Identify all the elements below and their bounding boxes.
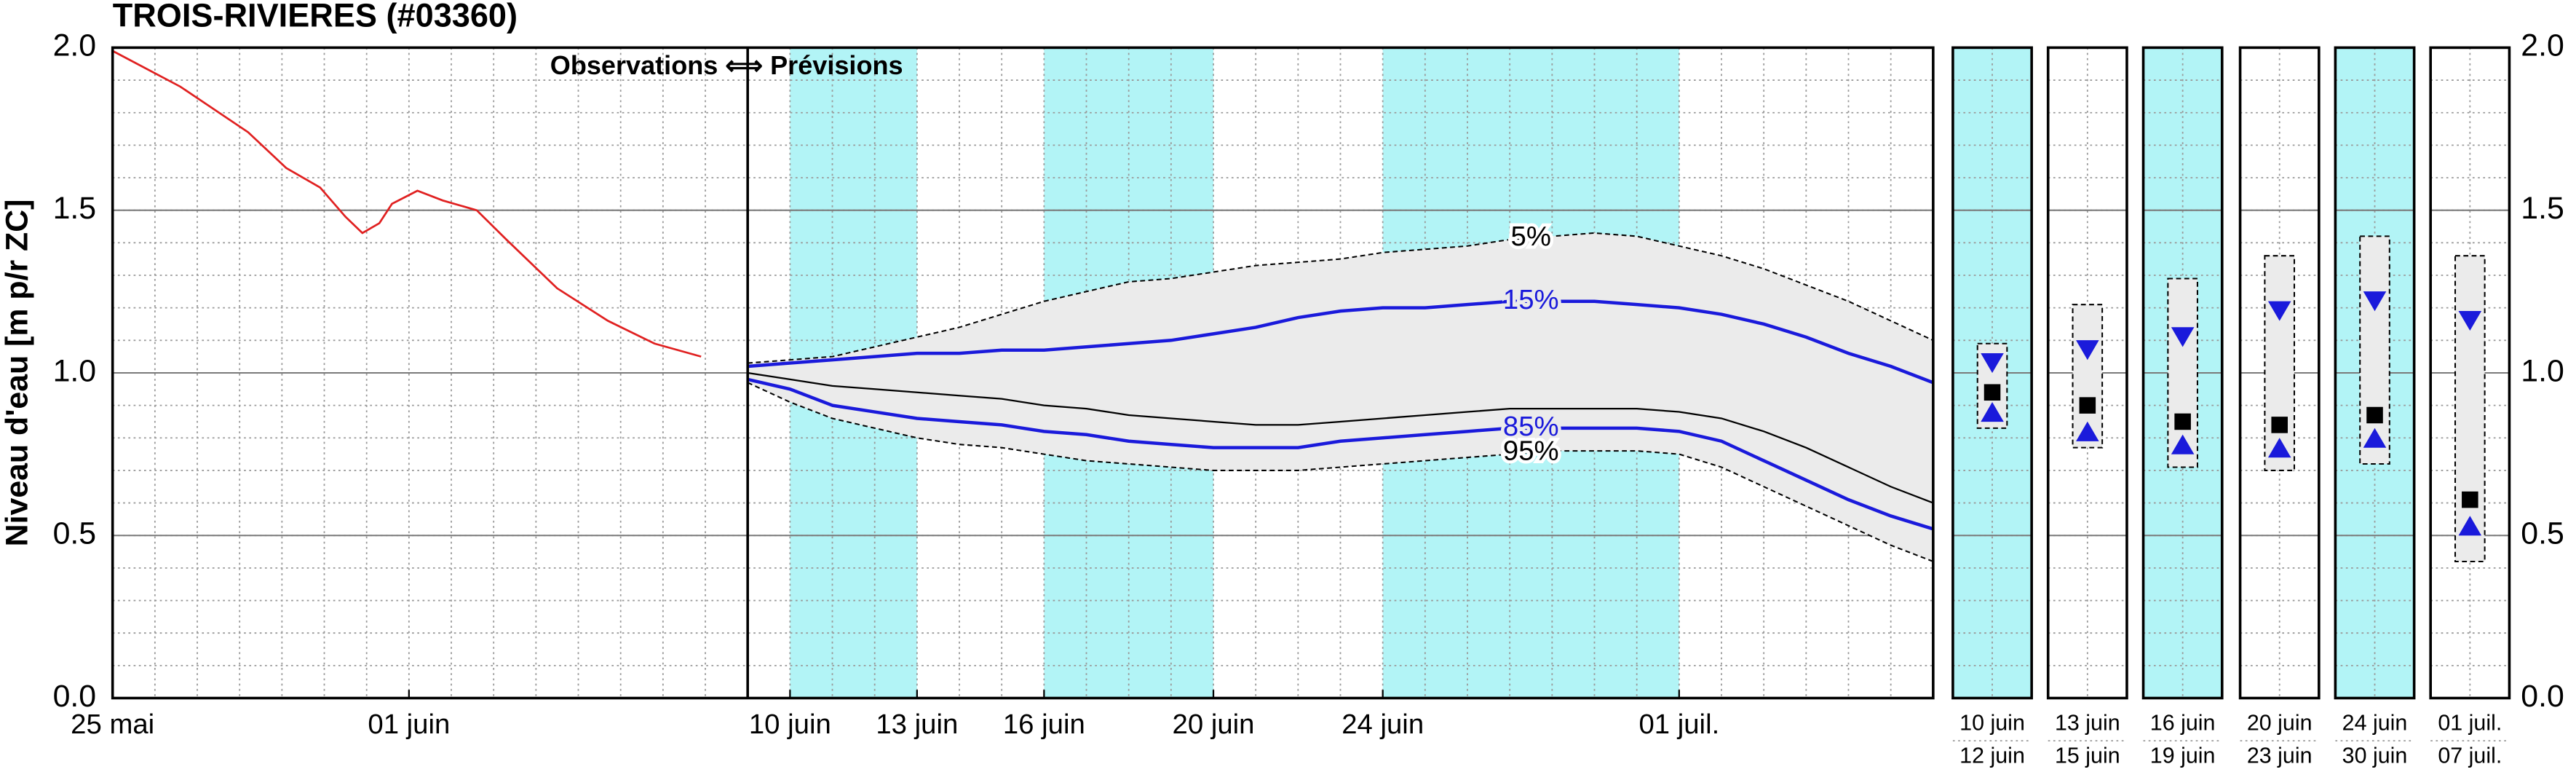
- panel-frame: [2238, 46, 2321, 700]
- panel-to-label: 30 juin: [2342, 744, 2408, 768]
- panel-to-label: 15 juin: [2055, 744, 2120, 768]
- panel-range-box: [2264, 255, 2296, 471]
- forecast-line: [748, 371, 1934, 504]
- panel-range-box: [2454, 255, 2486, 562]
- panel-median-marker: [2079, 397, 2096, 414]
- series-label: 5%: [1511, 221, 1551, 252]
- y-tick-label: 2.0: [53, 28, 97, 63]
- panel-to-label: 23 juin: [2247, 744, 2313, 768]
- panel-to-label: 07 juil.: [2438, 744, 2502, 768]
- y-tick-label: 1.5: [53, 191, 97, 226]
- panel-median-marker: [1983, 384, 2001, 401]
- y-tick-label: 0.5: [53, 516, 97, 551]
- y2-tick-label: 1.5: [2521, 191, 2564, 226]
- panel-p85-marker: [2363, 428, 2387, 448]
- panel-p15-marker: [2458, 310, 2482, 331]
- observed-line: [112, 50, 702, 358]
- panel-range-box: [2359, 235, 2390, 465]
- panel-p15-marker: [2267, 301, 2291, 321]
- panel-median-marker: [2271, 417, 2288, 433]
- x-tick-label: 24 juin: [1341, 709, 1424, 740]
- panel-from-label: 20 juin: [2247, 711, 2313, 736]
- x-tick-label: 20 juin: [1173, 709, 1255, 740]
- panel-median-marker: [2366, 406, 2383, 424]
- panel-frame: [2141, 46, 2224, 700]
- panel-from-label: 24 juin: [2342, 711, 2408, 736]
- forecast-line: [747, 377, 1934, 531]
- y2-tick-label: 0.0: [2521, 679, 2564, 714]
- panel-frame: [2429, 46, 2511, 700]
- panel-p85-marker: [2076, 421, 2099, 441]
- forecast-line: [748, 299, 1934, 385]
- series-label: 95%: [1503, 435, 1559, 466]
- x-tick-label: 10 juin: [749, 709, 831, 740]
- panel-p85-marker: [2171, 434, 2195, 454]
- panel-p15-marker: [2076, 340, 2099, 361]
- chart-title: TROIS-RIVIERES (#03360): [113, 0, 518, 34]
- panel-from-label: 13 juin: [2055, 711, 2120, 736]
- x-tick-label: 13 juin: [876, 709, 958, 740]
- panel-from-label: 01 juil.: [2438, 711, 2502, 736]
- panel-p85-marker: [2267, 438, 2291, 458]
- x-tick-label: 01 juil.: [1638, 709, 1719, 740]
- y-axis-label: Niveau d'eau [m p/r ZC]: [0, 200, 34, 547]
- y2-tick-label: 0.5: [2521, 516, 2564, 551]
- x-tick-label: 01 juin: [368, 709, 450, 740]
- y-tick-label: 0.0: [53, 679, 97, 714]
- forecast-line: [747, 382, 1934, 562]
- x-tick-label: 16 juin: [1003, 709, 1085, 740]
- panel-frame: [2334, 46, 2416, 700]
- panel-p85-marker: [1981, 402, 2004, 422]
- panel-p15-marker: [1981, 353, 2004, 374]
- panel-frame: [1951, 46, 2033, 700]
- panel-to-label: 19 juin: [2150, 744, 2216, 768]
- panel-p15-marker: [2171, 327, 2195, 347]
- series-label: 85%: [1503, 411, 1559, 442]
- panel-to-label: 12 juin: [1959, 744, 2025, 768]
- panel-frame: [2046, 46, 2128, 700]
- y-tick-label: 1.0: [53, 353, 97, 388]
- envelope: [748, 232, 1933, 562]
- panel-median-marker: [2462, 491, 2478, 508]
- panel-p85-marker: [2458, 516, 2482, 536]
- panel-p15-marker: [2363, 291, 2387, 312]
- plot-frame: [111, 46, 1935, 700]
- panel-median-marker: [2174, 413, 2191, 430]
- x-tick-label: 25 mai: [71, 709, 154, 740]
- y2-tick-label: 2.0: [2521, 28, 2564, 63]
- panel-from-label: 16 juin: [2150, 711, 2216, 736]
- series-label: 15%: [1503, 284, 1559, 315]
- y2-tick-label: 1.0: [2521, 353, 2564, 388]
- forecast-line: [748, 232, 1934, 364]
- annotation: Observations ⟺ Prévisions: [550, 50, 903, 80]
- panel-from-label: 10 juin: [1959, 711, 2025, 736]
